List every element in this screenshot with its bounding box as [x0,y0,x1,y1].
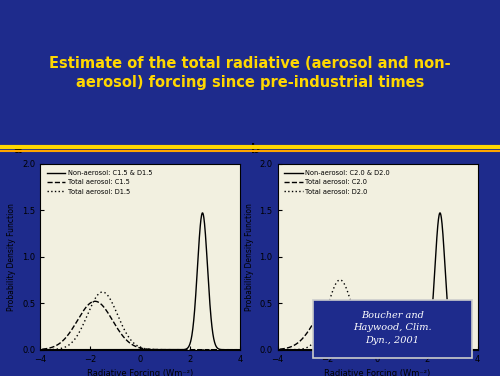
Y-axis label: Probability Density Function: Probability Density Function [245,203,254,311]
Legend: Non-aerosol: C1.5 & D1.5, Total aerosol: C1.5, Total aerosol: D1.5: Non-aerosol: C1.5 & D1.5, Total aerosol:… [46,169,154,196]
Text: Estimate of the total radiative (aerosol and non-
aerosol) forcing since pre-ind: Estimate of the total radiative (aerosol… [49,56,451,91]
Y-axis label: Probability Density Function: Probability Density Function [8,203,16,311]
Text: Boucher and
Haywood, Clim.
Dyn., 2001: Boucher and Haywood, Clim. Dyn., 2001 [353,311,432,345]
Legend: Non-aerosol: C2.0 & D2.0, Total aerosol: C2.0, Total aerosol: D2.0: Non-aerosol: C2.0 & D2.0, Total aerosol:… [283,169,392,196]
Text: a: a [14,143,22,156]
Text: b: b [252,143,260,156]
X-axis label: Radiative Forcing (Wm⁻²): Radiative Forcing (Wm⁻²) [87,369,193,376]
X-axis label: Radiative Forcing (Wm⁻²): Radiative Forcing (Wm⁻²) [324,369,430,376]
